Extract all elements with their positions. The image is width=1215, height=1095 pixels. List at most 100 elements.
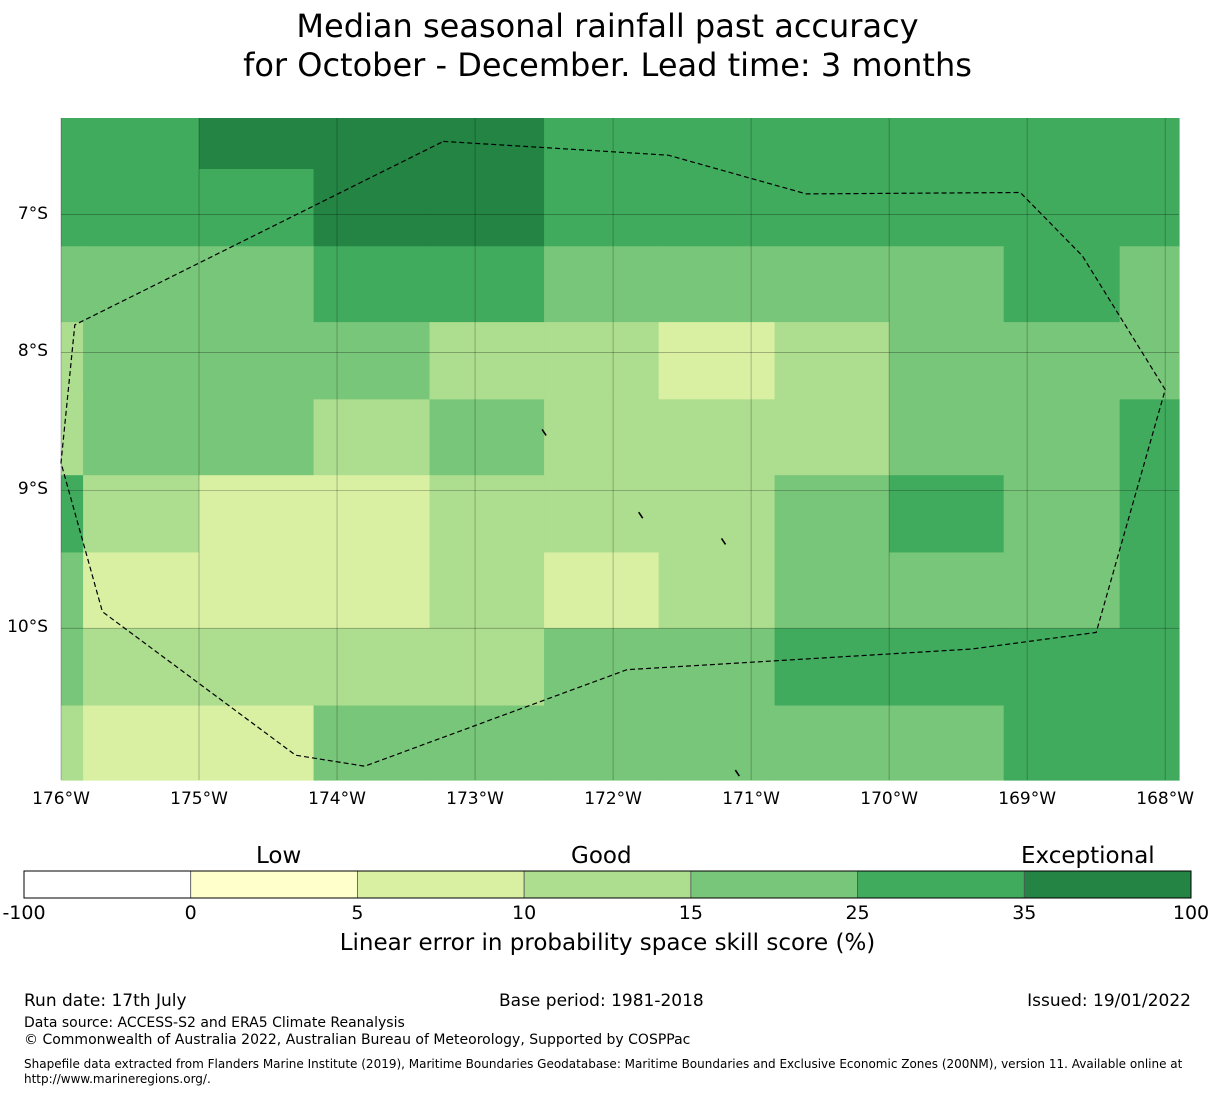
lon-label: 174°W xyxy=(308,789,366,809)
grid-cell xyxy=(544,705,660,781)
chart-title-line-1: Median seasonal rainfall past accuracy xyxy=(296,7,919,45)
colorbar-tick-label: 35 xyxy=(1012,902,1037,924)
lat-label: 9°S xyxy=(17,479,48,500)
colorbar-heading-low: Low xyxy=(256,843,302,869)
grid-cell xyxy=(889,628,1005,707)
lon-label: 169°W xyxy=(998,789,1057,809)
grid-cell xyxy=(313,322,431,400)
lon-label: 168°W xyxy=(1136,789,1195,809)
grid-cell xyxy=(658,246,776,323)
grid-cell xyxy=(83,246,200,323)
grid-cell xyxy=(429,399,545,476)
grid-cell xyxy=(83,552,200,629)
lon-label: 173°W xyxy=(446,789,504,809)
grid-cell xyxy=(429,169,545,247)
lon-label: 175°W xyxy=(170,789,228,809)
grid-cell xyxy=(429,552,545,629)
grid-cell xyxy=(313,399,431,476)
grid-cell xyxy=(199,118,315,170)
grid-cell xyxy=(1119,322,1180,400)
grid-cell xyxy=(83,475,200,554)
grid-cell xyxy=(313,246,431,323)
grid-cell xyxy=(61,118,84,170)
grid-cell xyxy=(889,552,1005,629)
grid-cell xyxy=(429,705,545,781)
island-nukunonu xyxy=(638,511,644,519)
grid-cell xyxy=(83,705,200,781)
grid-cell xyxy=(658,399,776,476)
grid-cell xyxy=(544,552,660,629)
grid-cell xyxy=(889,322,1005,400)
grid-cell xyxy=(1003,118,1121,170)
colorbar-segment xyxy=(190,870,358,899)
colorbar-tick-label: 15 xyxy=(678,902,703,924)
colorbar-heading-good: Good xyxy=(571,843,632,869)
grid-cell xyxy=(1003,399,1121,476)
issued-date: Issued: 19/01/2022 xyxy=(1027,991,1191,1011)
grid-cell xyxy=(774,552,890,629)
lon-label: 170°W xyxy=(860,789,919,809)
grid-cell xyxy=(313,169,431,247)
grid-cell xyxy=(313,475,431,554)
colorbar-tick-label: 25 xyxy=(845,902,870,924)
grid-cell xyxy=(199,246,315,323)
lon-label: 172°W xyxy=(584,789,642,809)
grid-cell xyxy=(1003,475,1121,554)
eez-boundary xyxy=(60,140,1166,767)
grid-cell xyxy=(889,246,1005,323)
colorbar-tick-label: -100 xyxy=(2,902,46,924)
grid-cell xyxy=(313,705,431,781)
grid-cell xyxy=(774,169,890,247)
grid-cell xyxy=(889,399,1005,476)
grid-cell xyxy=(544,399,660,476)
colorbar-segment xyxy=(357,870,525,899)
grid-cell xyxy=(61,246,84,323)
grid-cell xyxy=(429,475,545,554)
island-markers xyxy=(541,429,740,777)
base-period: Base period: 1981-2018 xyxy=(499,991,704,1011)
grid-cell xyxy=(774,118,890,170)
colorbar-tick-label: 10 xyxy=(512,902,537,924)
grid-cell xyxy=(83,399,200,476)
grid-cell xyxy=(658,628,776,707)
data-source: Data source: ACCESS-S2 and ERA5 Climate … xyxy=(24,1015,405,1031)
grid-cell xyxy=(83,118,200,170)
island-fakaofo xyxy=(541,429,547,436)
grid-cell xyxy=(61,705,84,781)
grid-cell xyxy=(429,322,545,400)
grid-cell xyxy=(1003,628,1121,707)
grid-cell xyxy=(1119,399,1180,476)
grid-cell xyxy=(774,399,890,476)
grid-cell xyxy=(61,169,84,247)
grid-cell xyxy=(658,322,776,400)
grid-cell xyxy=(774,705,890,781)
grid-cell xyxy=(1119,118,1180,170)
run-date: Run date: 17th July xyxy=(24,991,187,1011)
chart-title-line-2: for October - December. Lead time: 3 mon… xyxy=(243,46,972,84)
grid-cell xyxy=(1119,628,1180,707)
grid-cell xyxy=(889,169,1005,247)
grid-cell xyxy=(83,169,200,247)
grid-cell xyxy=(61,628,84,707)
grid-cell xyxy=(199,552,315,629)
grid-cell xyxy=(658,169,776,247)
grid-cell xyxy=(1003,705,1121,781)
grid-cell xyxy=(313,118,431,170)
grid-cell xyxy=(774,246,890,323)
colorbar-label: Linear error in probability space skill … xyxy=(339,930,876,956)
grid-cell xyxy=(544,475,660,554)
grid-cell xyxy=(199,705,315,781)
grid-cell xyxy=(1003,169,1121,247)
grid-cell xyxy=(429,628,545,707)
lat-label: 7°S xyxy=(17,203,48,224)
grid-cell xyxy=(658,118,776,170)
grid-cell xyxy=(429,246,545,323)
lon-label: 171°W xyxy=(722,789,780,809)
island-atafu xyxy=(720,537,727,545)
grid-cell xyxy=(544,322,660,400)
grid-cell xyxy=(889,118,1005,170)
grid-cell xyxy=(658,552,776,629)
graticule xyxy=(60,118,1179,780)
grid-cell xyxy=(1003,322,1121,400)
